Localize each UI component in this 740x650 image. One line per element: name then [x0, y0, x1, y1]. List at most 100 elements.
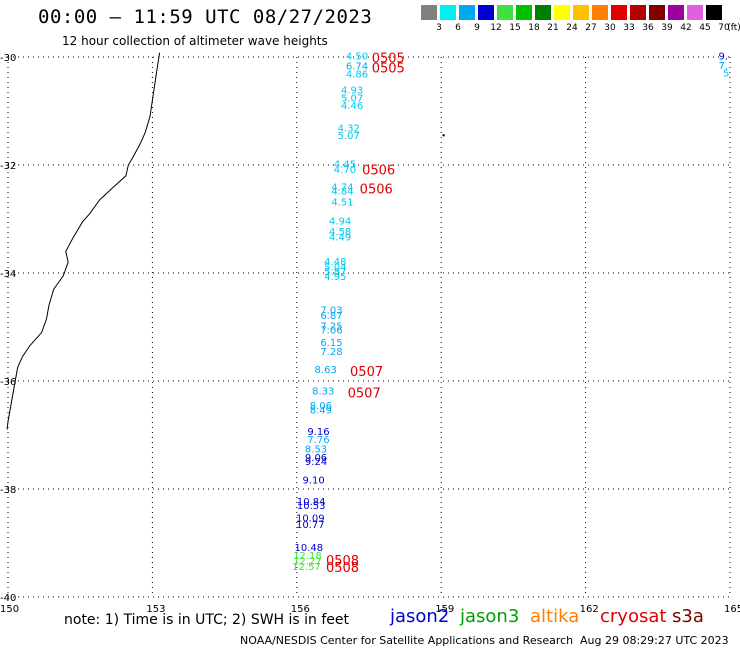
legend-swatch	[630, 5, 646, 20]
wave-height-value: 8.63	[315, 365, 337, 376]
wave-height-value: 9.10	[303, 476, 325, 487]
wave-height-value: 9.24	[305, 457, 327, 468]
latitude-tick-label: -40	[0, 593, 16, 604]
pass-time-label: 0507	[350, 365, 383, 380]
pass-time-label: 0506	[362, 163, 395, 178]
legend-label: 33	[623, 23, 635, 33]
wave-height-value: 5.07	[338, 131, 360, 142]
wave-height-value: 4.93	[341, 86, 363, 97]
legend-swatch	[535, 5, 551, 20]
legend-swatch	[421, 5, 437, 20]
legend-swatch	[611, 5, 627, 20]
sat-jason2-label: jason2	[390, 606, 450, 627]
legend-label: 27	[585, 23, 597, 33]
wave-height-value: 4.50	[346, 52, 368, 63]
map-title: 00:00 – 11:59 UTC 08/27/2023	[38, 6, 373, 28]
pass-time-label: 0505	[372, 61, 405, 76]
legend-label: 9	[474, 23, 480, 33]
wave-height-value: 12.27	[293, 557, 322, 568]
wave-height-value: 6.74	[346, 61, 368, 72]
longitude-tick-label: 150	[0, 604, 19, 615]
wave-height-value: 7.28	[320, 347, 342, 358]
credit-text: NOAA/NESDIS Center for Satellite Applica…	[240, 634, 574, 647]
map-subtitle: 12 hour collection of altimeter wave hei…	[62, 34, 328, 48]
wave-height-value: 4.95	[324, 272, 346, 283]
wave-height-value: 6.15	[320, 338, 342, 349]
island-marker	[442, 134, 445, 137]
legend-unit: (ft)	[727, 23, 740, 33]
wave-height-value: 5.07	[341, 93, 363, 104]
legend-swatch	[706, 5, 722, 20]
wave-height-value: 4.58	[329, 227, 351, 238]
wave-height-value: 10.84	[297, 497, 326, 508]
longitude-tick-label: 165	[724, 604, 740, 615]
legend-swatch	[573, 5, 589, 20]
wave-height-value: 5	[723, 68, 729, 79]
legend-label: 21	[547, 23, 559, 33]
pass-time-label: 0506	[360, 182, 393, 197]
legend-label: 15	[509, 23, 521, 33]
wave-height-value: 7.76	[307, 435, 329, 446]
legend-swatch	[649, 5, 665, 20]
latitude-tick-label: -34	[0, 269, 16, 280]
coastline	[6, 52, 161, 430]
legend-swatch	[554, 5, 570, 20]
wave-height-value: 5.87	[324, 267, 346, 278]
wave-height-value: 9.06	[305, 453, 327, 464]
legend-swatch	[459, 5, 475, 20]
sat-cryosat-label: cryosat	[600, 606, 667, 627]
wave-height-value: 4.70	[334, 165, 356, 176]
longitude-tick-label: 153	[146, 604, 165, 615]
wave-height-value: 4.51	[331, 198, 353, 209]
wave-height-value: 8.33	[312, 387, 334, 398]
legend-swatch	[497, 5, 513, 20]
wave-height-value: 4.46	[341, 101, 363, 112]
latitude-tick-label: -38	[0, 485, 16, 496]
legend-label: 45	[699, 23, 711, 33]
generated-timestamp: Aug 29 08:29:27 UTC 2023	[580, 634, 729, 647]
longitude-tick-label: 159	[435, 604, 454, 615]
legend-label: 24	[566, 23, 578, 33]
legend-swatch	[592, 5, 608, 20]
latitude-tick-label: -32	[0, 161, 16, 172]
legend-label: 39	[661, 23, 673, 33]
wave-height-value: 8.49	[310, 405, 332, 416]
pass-time-label: 0508	[326, 554, 359, 569]
wave-height-value: 6.87	[320, 311, 342, 322]
wave-height-value: 4.86	[346, 70, 368, 81]
wave-height-value: 7.06	[320, 325, 342, 336]
wave-height-value: 4.94	[329, 216, 351, 227]
wave-height-value: 10.77	[296, 520, 325, 531]
legend-swatch	[478, 5, 494, 20]
legend-swatch	[668, 5, 684, 20]
wave-height-value: 4.74	[331, 182, 353, 193]
wave-height-value: 10.48	[295, 543, 324, 554]
wave-height-value: 12.57	[292, 562, 321, 573]
sat-altika-label: altika	[530, 606, 580, 627]
pass-time-label: 0508	[326, 561, 359, 576]
legend-label: 6	[455, 23, 461, 33]
wave-height-value: 4.49	[329, 233, 351, 244]
wave-height-value: 7.03	[320, 306, 342, 317]
wave-height-value: 7.	[718, 61, 728, 72]
wave-height-value: 4.84	[331, 187, 353, 198]
legend-label: 3	[436, 23, 442, 33]
legend-label: 42	[680, 23, 692, 33]
wave-height-value: 4.48	[324, 257, 346, 268]
longitude-tick-label: 156	[291, 604, 310, 615]
latitude-tick-label: -30	[0, 53, 16, 64]
wave-height-value: 9.	[718, 52, 728, 63]
wave-height-value: 8.53	[305, 444, 327, 455]
pass-time-label: 0505	[372, 52, 405, 67]
sat-jason3-label: jason3	[460, 606, 520, 627]
pass-time-label: 0507	[348, 387, 381, 402]
legend-label: 36	[642, 23, 654, 33]
wave-height-value: 5.04	[324, 262, 346, 273]
legend-label: 70	[718, 23, 730, 33]
footer-note: note: 1) Time is in UTC; 2) SWH is in fe…	[64, 612, 350, 628]
legend-label: 12	[490, 23, 502, 33]
legend-swatch	[687, 5, 703, 20]
legend-swatch	[516, 5, 532, 20]
wave-height-value: 8.06	[310, 401, 332, 412]
